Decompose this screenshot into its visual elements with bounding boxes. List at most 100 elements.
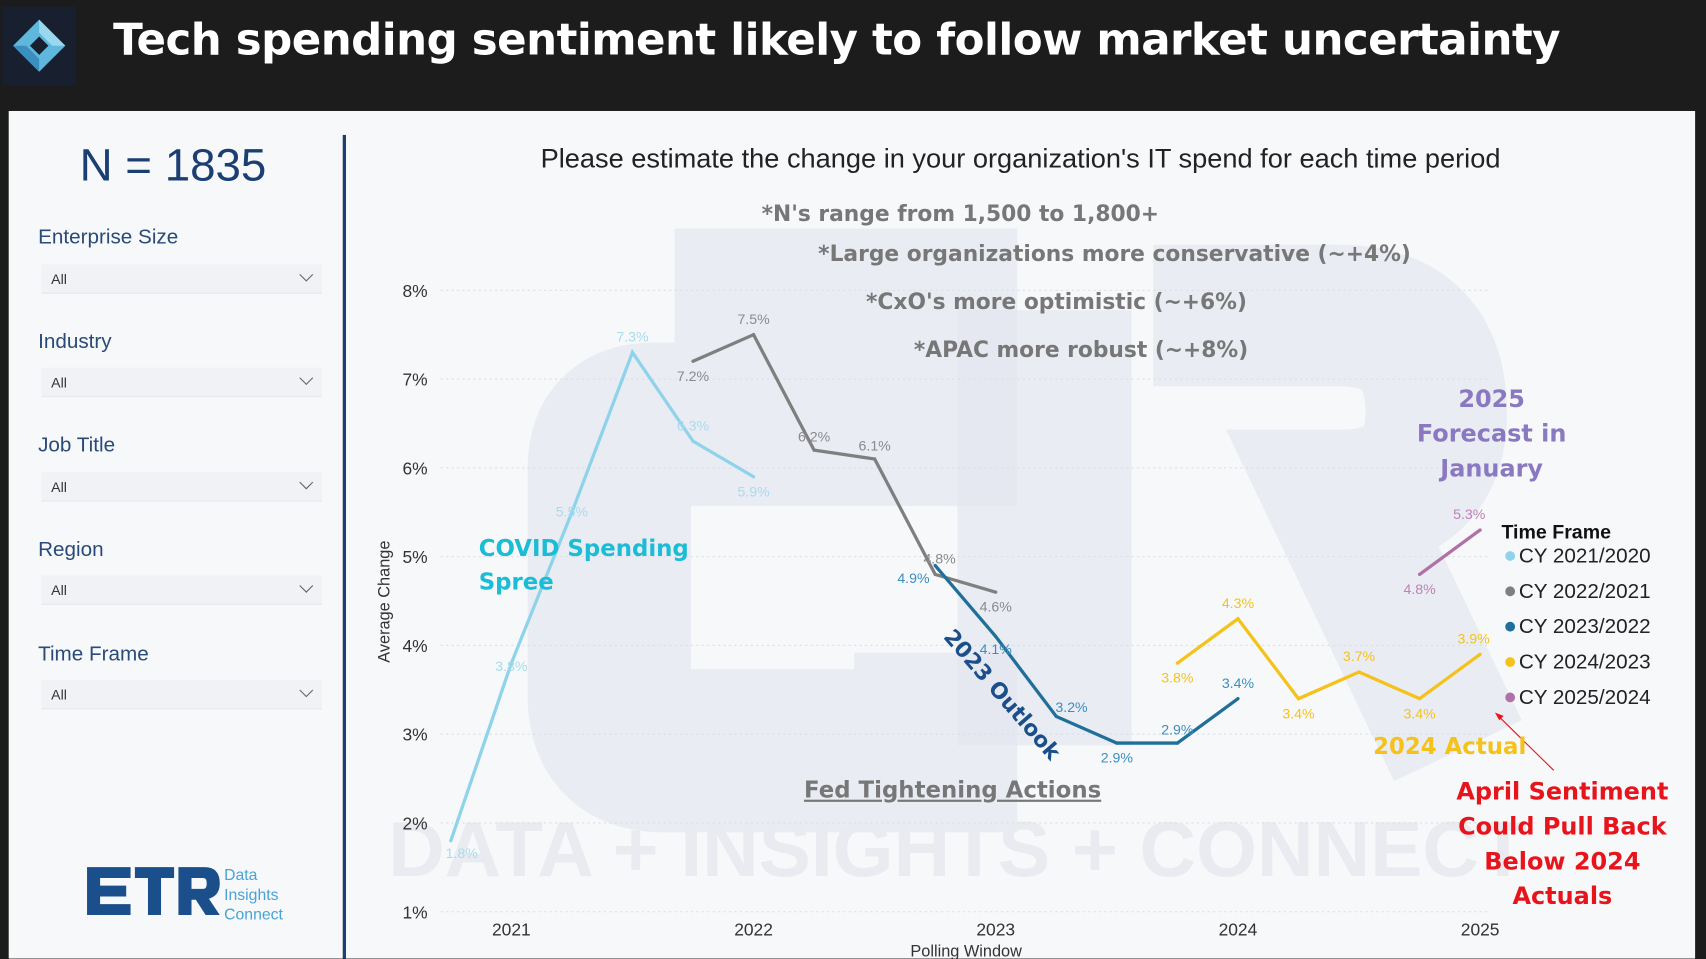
data-point xyxy=(1296,697,1301,701)
data-label: 7.3% xyxy=(616,329,649,345)
series-line-cy-2021-2020 xyxy=(449,348,755,842)
legend-title: Time Frame xyxy=(1501,522,1611,544)
forecast-line-1: 2025 xyxy=(1458,386,1525,414)
legend-marker xyxy=(1505,551,1516,561)
data-label: 3.2% xyxy=(1055,699,1088,715)
tagline-data: Data xyxy=(224,867,258,885)
tagline-connect: Connect xyxy=(224,906,283,924)
data-label: 3.9% xyxy=(1457,630,1490,646)
note-cxo: *CxO's more optimistic (~+6%) xyxy=(866,288,1247,315)
select-value: All xyxy=(51,374,67,391)
data-label: 3.4% xyxy=(1222,675,1255,691)
data-point xyxy=(1357,670,1361,674)
filter-label-time-frame: Time Frame xyxy=(38,643,149,666)
data-point xyxy=(1175,661,1180,665)
data-point xyxy=(1417,572,1422,577)
data-point xyxy=(873,457,877,461)
data-point xyxy=(1236,697,1240,701)
legend-marker xyxy=(1505,657,1516,667)
data-label: 6.1% xyxy=(859,437,892,453)
x-tick-label: 2021 xyxy=(492,920,531,940)
data-label: 5.5% xyxy=(556,504,589,520)
april-line-1: April Sentiment xyxy=(1456,779,1669,807)
page-title: Tech spending sentiment likely to follow… xyxy=(113,15,1561,66)
x-tick-label: 2022 xyxy=(734,920,773,940)
x-tick-label: 2023 xyxy=(976,920,1015,940)
series-line-cy-2025-2024 xyxy=(1418,528,1482,576)
data-label: 4.9% xyxy=(897,570,930,586)
data-label: 6.2% xyxy=(798,428,831,444)
data-label: 2.9% xyxy=(1161,721,1194,737)
legend-item: CY 2022/2021 xyxy=(1519,580,1651,603)
enterprise-size-select[interactable]: All xyxy=(41,264,323,294)
data-point xyxy=(1478,652,1482,656)
legend-marker xyxy=(1505,621,1516,632)
filter-label-industry: Industry xyxy=(38,330,112,354)
forecast-line-3: January xyxy=(1440,455,1544,484)
april-line-3: Below 2024 Actuals xyxy=(1484,848,1641,911)
sidebar-divider xyxy=(342,134,346,959)
data-point xyxy=(1175,741,1180,745)
data-point xyxy=(812,448,816,452)
april-line-2: Could Pull Back xyxy=(1458,813,1667,842)
forecast-line-2: Forecast in xyxy=(1416,421,1567,449)
select-value: All xyxy=(51,582,67,599)
data-point xyxy=(1417,697,1422,701)
data-point xyxy=(1054,714,1058,719)
legend-marker xyxy=(1505,586,1516,597)
cube-logo-icon xyxy=(2,6,77,85)
fed-annotation: Fed Tightening Actions xyxy=(804,776,1102,803)
chart-title: Please estimate the change in your organ… xyxy=(541,143,1501,174)
y-tick-label: 6% xyxy=(402,458,427,478)
time-frame-select[interactable]: All xyxy=(41,680,323,710)
y-tick-label: 1% xyxy=(402,902,427,922)
select-value: All xyxy=(51,686,67,703)
data-point xyxy=(691,439,695,443)
data-point xyxy=(1115,741,1119,745)
select-value: All xyxy=(51,270,67,288)
data-point xyxy=(1236,617,1240,621)
note-large-orgs: *Large organizations more conservative (… xyxy=(818,240,1411,267)
data-point xyxy=(509,661,513,665)
filter-label-region: Region xyxy=(38,538,104,562)
etr-tagline: Data Insights Connect xyxy=(224,866,283,925)
sample-size: N = 1835 xyxy=(79,139,267,191)
data-label: 4.3% xyxy=(1222,595,1255,611)
data-point xyxy=(994,634,998,639)
job-title-select[interactable]: All xyxy=(41,472,323,502)
actual-annotation: 2024 Actual xyxy=(1373,733,1527,760)
covid-line-2: Spree xyxy=(478,569,554,596)
data-label: 3.4% xyxy=(1282,705,1315,721)
legend-marker xyxy=(1505,692,1516,703)
y-tick-label: 8% xyxy=(402,281,427,301)
data-point xyxy=(751,333,756,337)
data-point xyxy=(751,475,756,479)
etr-logo xyxy=(83,863,222,925)
data-point xyxy=(1478,528,1482,532)
y-tick-label: 2% xyxy=(402,813,427,833)
data-label: 5.9% xyxy=(737,483,770,499)
data-label: 7.5% xyxy=(737,311,770,327)
legend-item: CY 2023/2022 xyxy=(1519,615,1651,638)
series-line-cy-2023-2022 xyxy=(933,564,1239,745)
data-label: 4.6% xyxy=(980,599,1013,615)
tagline-insights: Insights xyxy=(224,886,279,905)
header-bar: Tech spending sentiment likely to follow… xyxy=(0,0,1706,111)
industry-select[interactable]: All xyxy=(41,367,323,398)
y-tick-label: 7% xyxy=(402,370,427,390)
data-label: 5.3% xyxy=(1453,506,1486,522)
legend-item: CY 2024/2023 xyxy=(1519,651,1651,674)
covid-line-1: COVID Spending xyxy=(478,535,689,562)
covid-annotation: COVID Spending Spree xyxy=(479,532,689,599)
arrowhead-icon xyxy=(1494,712,1504,721)
data-label: 4.1% xyxy=(980,641,1013,657)
y-axis-label: Average Change xyxy=(376,541,394,663)
legend-item: CY 2025/2024 xyxy=(1519,686,1651,709)
note-n-range: *N's range from 1,500 to 1,800+ xyxy=(761,200,1160,227)
data-point xyxy=(449,839,453,843)
legend-item: CY 2021/2020 xyxy=(1519,545,1651,568)
region-select[interactable]: All xyxy=(41,575,323,605)
select-value: All xyxy=(51,478,67,496)
data-point xyxy=(933,563,937,568)
